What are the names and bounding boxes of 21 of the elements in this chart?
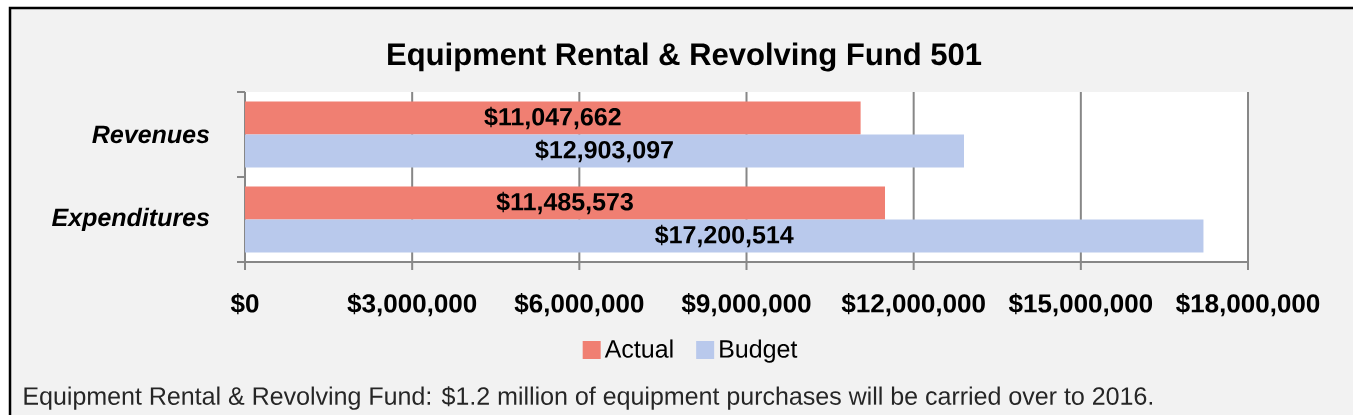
legend-label: Actual — [604, 339, 673, 358]
x-tick-label: $3,000,000 — [347, 293, 477, 317]
y-tick-label: Expenditures — [52, 207, 210, 232]
bar — [245, 134, 964, 168]
chart-title: Equipment Rental & Revolving Fund 501 — [388, 42, 982, 72]
x-tick-label: $18,000,000 — [1176, 293, 1320, 317]
x-tick-label: $12,000,000 — [841, 293, 985, 317]
text: Equipment Rental & Revolving Fund: $1.2 million of equipment purchases will be carried over to 2016. — [24, 386, 1153, 410]
data-label: $12,903,097 — [535, 139, 673, 163]
data-label: $17,200,514 — [655, 224, 794, 248]
data-label: $11,485,573 — [496, 191, 633, 215]
bar — [245, 101, 861, 135]
x-tick-label: $6,000,000 — [514, 293, 644, 317]
bar — [245, 186, 886, 220]
x-tick-label: $9,000,000 — [681, 293, 811, 317]
legend-label: Budget — [720, 339, 798, 363]
bar — [245, 219, 1204, 253]
x-tick-label: $0 — [230, 293, 259, 315]
y-tick-label: Revenues — [92, 125, 210, 144]
data-label: $11,047,662 — [484, 106, 621, 130]
x-tick-label: $15,000,000 — [1008, 293, 1153, 317]
